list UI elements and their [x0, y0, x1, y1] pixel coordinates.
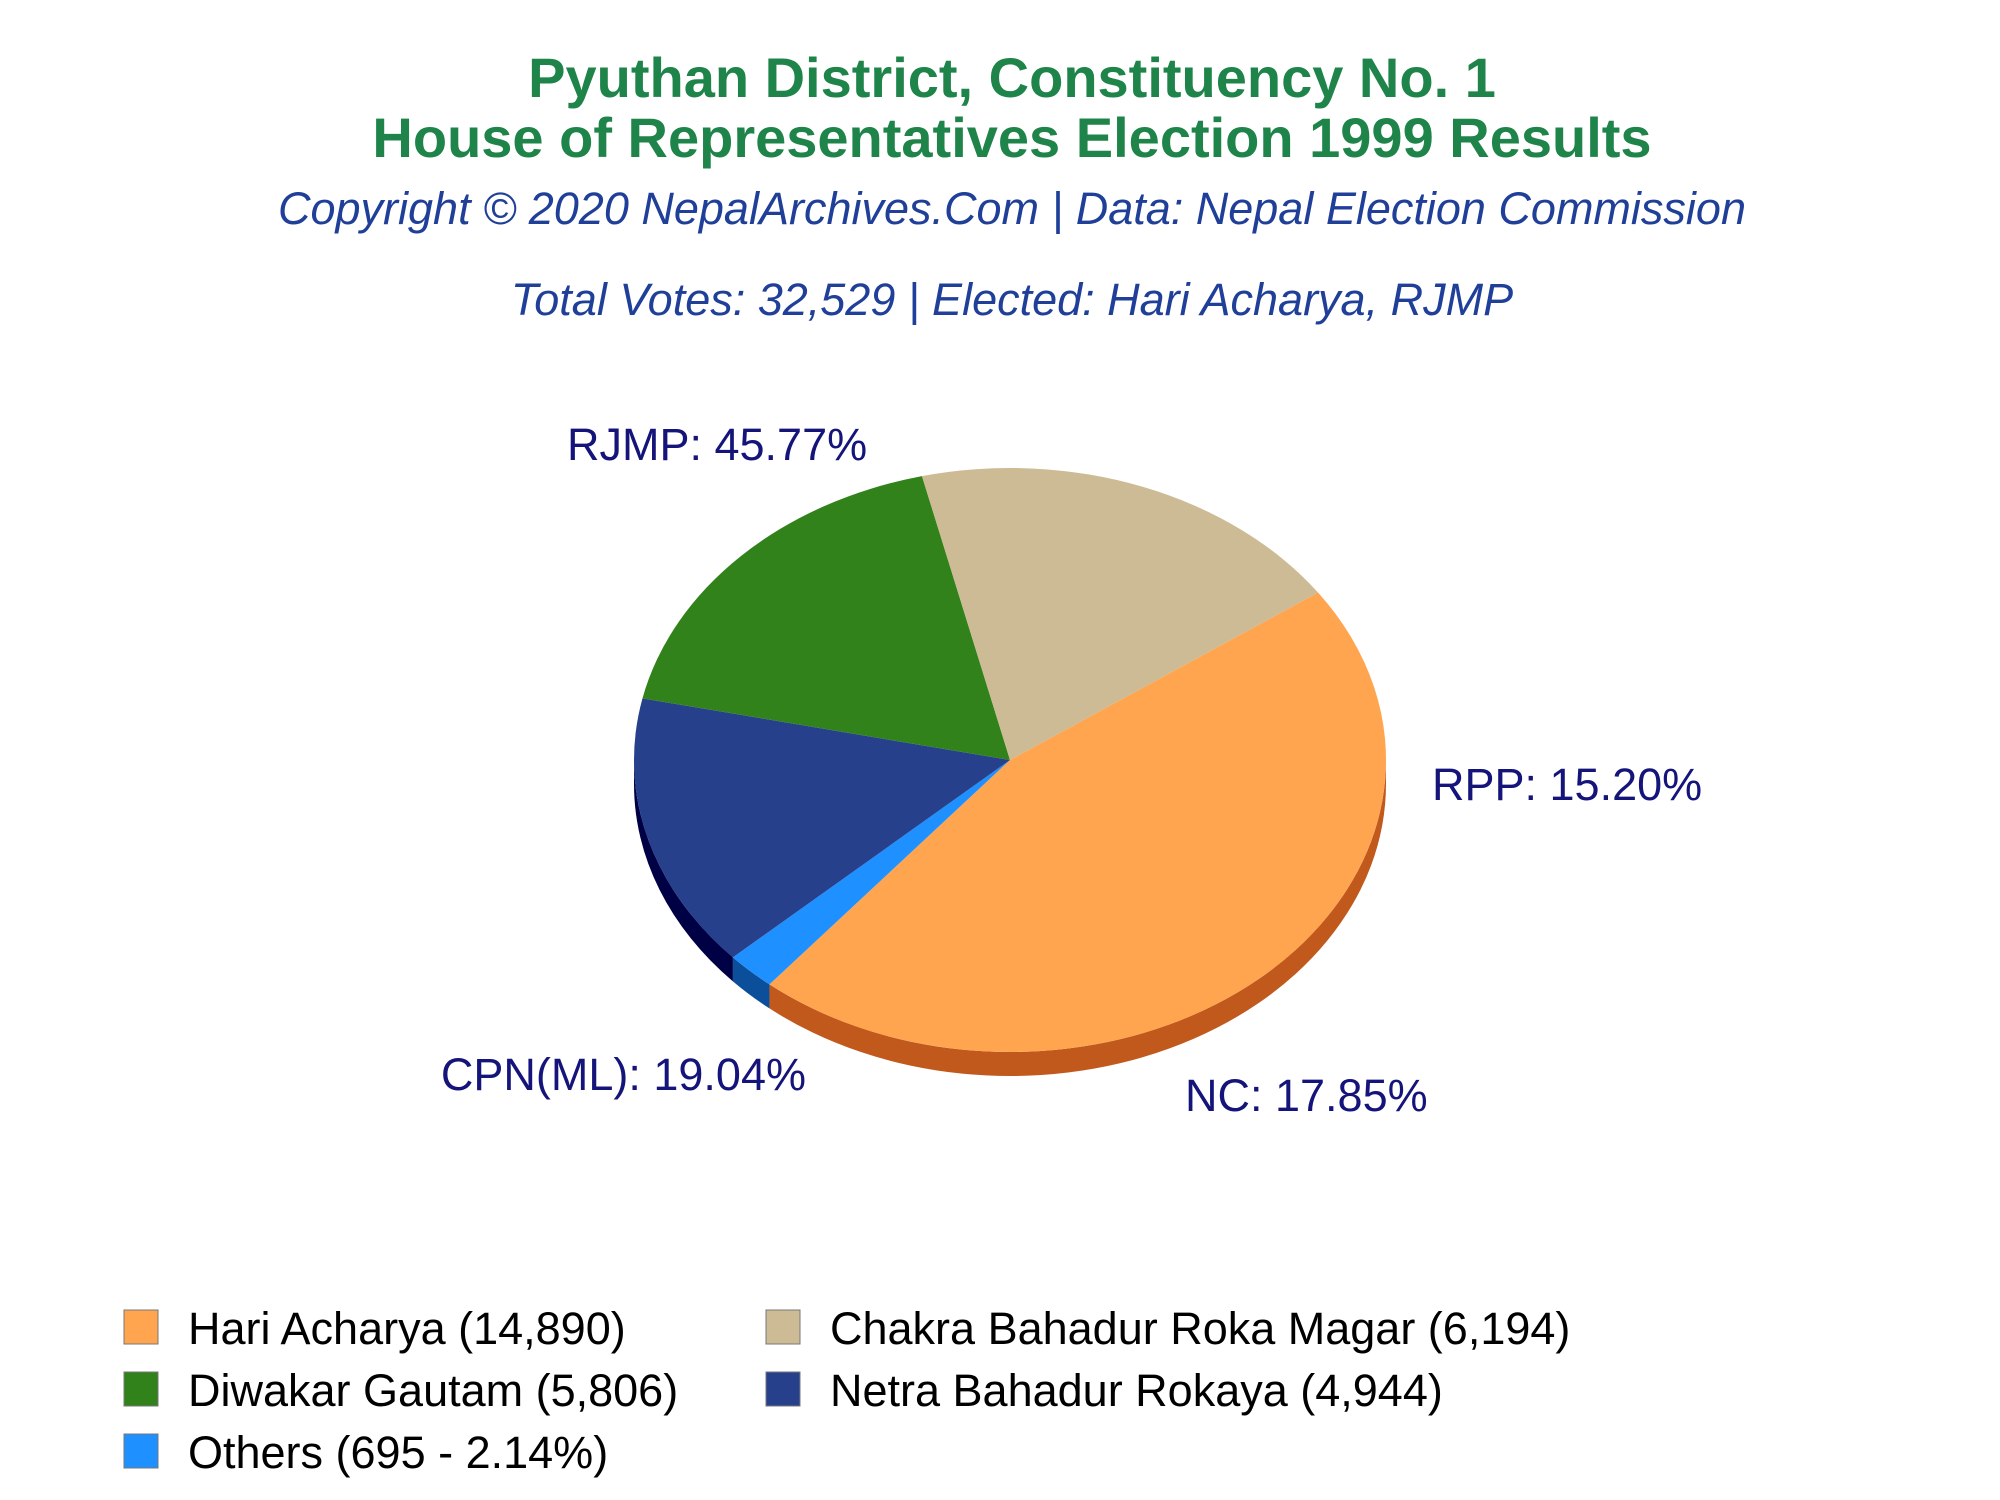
- chart-title: Pyuthan District, Constituency No. 1: [528, 46, 1496, 109]
- legend-label: Others (695 - 2.14%): [188, 1427, 608, 1478]
- pie-slice-rpp: [633, 698, 1010, 958]
- legend-label: Hari Acharya (14,890): [188, 1303, 626, 1354]
- legend-item-others: Others (695 - 2.14%): [123, 1427, 608, 1478]
- legend-item-netra-bahadur-rokaya: Netra Bahadur Rokaya (4,944): [765, 1365, 1443, 1416]
- legend-swatch: [765, 1371, 801, 1407]
- legend-label: Diwakar Gautam (5,806): [188, 1365, 678, 1416]
- copyright-line: Copyright © 2020 NepalArchives.Com | Dat…: [278, 183, 1746, 234]
- legend-label: Chakra Bahadur Roka Magar (6,194): [830, 1303, 1570, 1354]
- pie-label-rjmp: RJMP: 45.77%: [567, 419, 867, 470]
- legend-item-diwakar-gautam: Diwakar Gautam (5,806): [123, 1365, 678, 1416]
- pie-label-rpp: RPP: 15.20%: [1432, 759, 1702, 810]
- legend: Hari Acharya (14,890) Chakra Bahadur Roka…: [123, 1303, 1570, 1478]
- legend-item-hari-acharya: Hari Acharya (14,890): [123, 1303, 626, 1354]
- pie-side-walls: [634, 760, 1386, 1076]
- pie-label-cpn-ml: CPN(ML): 19.04%: [441, 1049, 806, 1100]
- legend-swatch: [765, 1309, 801, 1345]
- pie-slice-nc: [642, 476, 1010, 760]
- pie-side-others: [732, 957, 770, 1009]
- legend-swatch: [123, 1371, 159, 1407]
- legend-label: Netra Bahadur Rokaya (4,944): [830, 1365, 1443, 1416]
- pie-side-rpp: [634, 760, 733, 982]
- legend-item-chakra-bahadur-roka-magar: Chakra Bahadur Roka Magar (6,194): [765, 1303, 1570, 1354]
- pie-slice-others: [732, 760, 1010, 985]
- chart-subtitle: House of Representatives Election 1999 R…: [372, 106, 1651, 169]
- legend-swatch: [123, 1309, 159, 1345]
- pie-slice-cpn-ml: [921, 467, 1319, 760]
- legend-swatch: [123, 1433, 159, 1469]
- pie-slice-rjmp: [769, 592, 1386, 1052]
- pie-slices: [633, 467, 1386, 1052]
- pie-label-nc: NC: 17.85%: [1185, 1070, 1428, 1121]
- summary-line: Total Votes: 32,529 | Elected: Hari Acha…: [511, 274, 1513, 325]
- pie-labels: RJMP: 45.77% RPP: 15.20% NC: 17.85% CPN(ML)…: [441, 419, 1702, 1121]
- pie-side-rjmp: [769, 760, 1386, 1076]
